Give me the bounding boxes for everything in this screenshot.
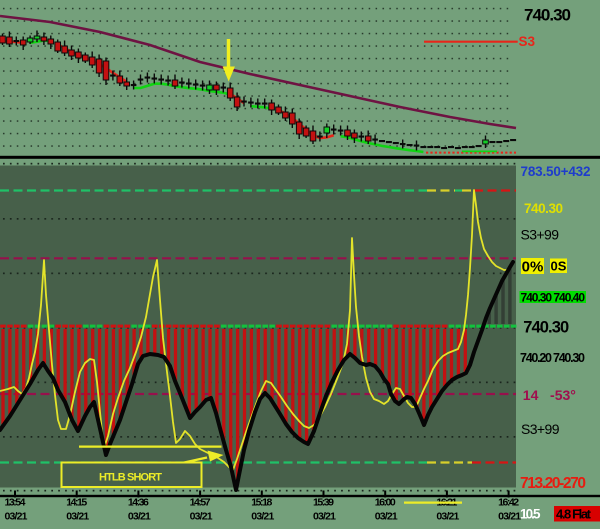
svg-text:14 -53°: 14 -53°	[523, 387, 576, 403]
svg-text:03/21: 03/21	[251, 511, 274, 523]
svg-text:0%: 0%	[522, 259, 544, 276]
svg-text:740.30 740.40: 740.30 740.40	[521, 290, 586, 304]
svg-text:S3+99: S3+99	[521, 421, 560, 437]
svg-text:15:39: 15:39	[313, 497, 334, 509]
svg-text:HTLB SHORT: HTLB SHORT	[99, 472, 163, 484]
svg-text:740.30: 740.30	[524, 201, 563, 216]
svg-text:15:18: 15:18	[251, 497, 272, 509]
svg-text:740.30: 740.30	[523, 319, 569, 337]
svg-text:16:42: 16:42	[498, 497, 519, 509]
svg-text:16:00: 16:00	[375, 497, 396, 509]
svg-text:03/21: 03/21	[5, 511, 28, 523]
svg-text:10.5: 10.5	[520, 507, 541, 522]
svg-text:03/21: 03/21	[66, 511, 89, 523]
svg-text:S3+99: S3+99	[521, 227, 560, 243]
svg-text:03/21: 03/21	[498, 511, 521, 523]
svg-text:0S: 0S	[551, 259, 567, 274]
svg-text:14:36: 14:36	[128, 497, 149, 509]
svg-text:13:54: 13:54	[5, 497, 26, 509]
svg-text:03/21: 03/21	[313, 511, 336, 523]
svg-text:14:15: 14:15	[66, 497, 87, 509]
svg-text:S3: S3	[519, 34, 536, 49]
svg-text:740.30: 740.30	[524, 6, 571, 25]
svg-text:03/21: 03/21	[190, 511, 213, 523]
svg-text:713.20-270: 713.20-270	[520, 475, 586, 492]
svg-text:740.20 740.30: 740.20 740.30	[520, 351, 585, 365]
svg-text:783.50+432: 783.50+432	[521, 164, 591, 179]
svg-text:14:57: 14:57	[190, 497, 211, 509]
svg-text:03/21: 03/21	[375, 511, 398, 523]
svg-text:03/21: 03/21	[128, 511, 151, 523]
svg-text:03/21: 03/21	[436, 511, 459, 523]
svg-text:4.8 Flat: 4.8 Flat	[556, 507, 592, 522]
